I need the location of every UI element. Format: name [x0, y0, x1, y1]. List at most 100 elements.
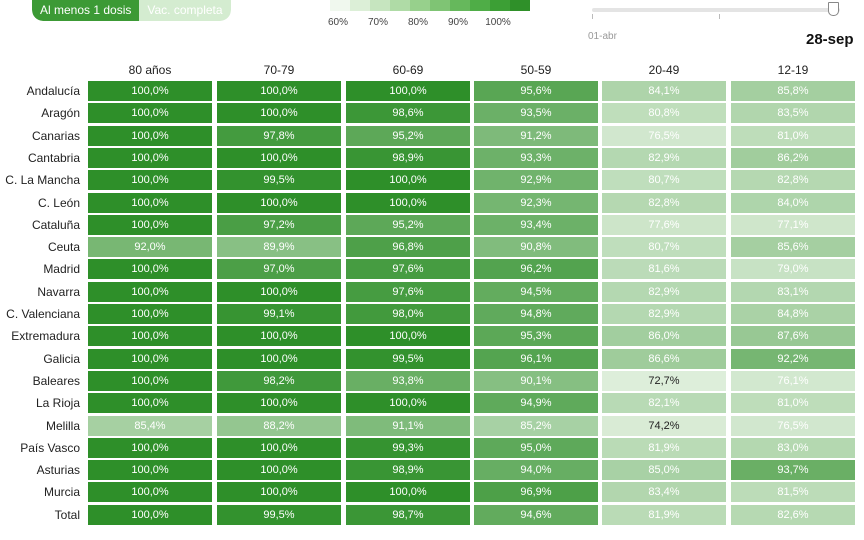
table-cell: 100,0% — [88, 326, 212, 347]
table-cell: 85,6% — [731, 237, 855, 258]
table-cell: 100,0% — [346, 81, 470, 101]
table-cell: 96,9% — [474, 482, 598, 503]
table-cell: 99,5% — [217, 170, 341, 191]
table-cell: 100,0% — [88, 304, 212, 324]
table-cell: 99,5% — [217, 504, 341, 525]
row-label: País Vasco — [20, 440, 80, 455]
table-cell: 100,0% — [346, 482, 470, 503]
legend-swatches — [330, 0, 530, 11]
table-cell: 100,0% — [88, 170, 212, 191]
table-cell: 95,2% — [346, 125, 470, 146]
row-label: Aragón — [41, 106, 80, 121]
toggle-first-dose[interactable]: Al menos 1 dosis — [32, 0, 140, 21]
toggle-full-vaccination[interactable]: Vac. completa — [139, 0, 231, 21]
row-label: Madrid — [43, 262, 80, 277]
table-cell: 86,0% — [602, 326, 726, 347]
legend-swatch — [510, 0, 530, 11]
legend-swatch — [490, 0, 510, 11]
table-cell: 100,0% — [88, 460, 212, 481]
table-cell: 100,0% — [217, 147, 341, 168]
table-cell: 94,0% — [474, 460, 598, 481]
row-label: Andalucía — [26, 84, 80, 98]
slider-track[interactable] — [592, 8, 840, 12]
table-cell: 90,8% — [474, 237, 598, 258]
table-cell: 80,7% — [602, 237, 726, 258]
legend-label: 100% — [485, 17, 511, 28]
table-cell: 96,2% — [474, 259, 598, 280]
row-label: Extremadura — [11, 329, 80, 344]
date-slider[interactable]: 01-abr 28-sep — [588, 0, 864, 50]
table-cell: 94,9% — [474, 393, 598, 414]
table-cell: 87,6% — [731, 326, 855, 347]
slider-tick — [719, 14, 720, 19]
column-header: 12-19 — [777, 63, 809, 77]
row-label: Melilla — [45, 418, 80, 433]
table-cell: 99,5% — [346, 348, 470, 369]
table-cell: 93,5% — [474, 103, 598, 124]
table-cell: 92,3% — [474, 192, 598, 213]
table-cell: 83,1% — [731, 281, 855, 302]
legend-swatch — [370, 0, 390, 11]
table-cell: 76,1% — [731, 370, 855, 391]
table-cell: 77,1% — [731, 214, 855, 235]
table-cell: 94,8% — [474, 304, 598, 324]
table-cell: 100,0% — [88, 81, 212, 101]
table-cell: 93,4% — [474, 214, 598, 235]
table-cell: 80,7% — [602, 170, 726, 191]
table-cell: 88,2% — [217, 415, 341, 436]
table-cell: 94,5% — [474, 281, 598, 302]
table-cell: 100,0% — [346, 326, 470, 347]
table-cell: 82,9% — [602, 147, 726, 168]
table-cell: 99,3% — [346, 437, 470, 458]
table-cell: 92,9% — [474, 170, 598, 191]
legend-label: 80% — [407, 17, 429, 28]
table-cell: 91,1% — [346, 415, 470, 436]
table-cell: 100,0% — [88, 370, 212, 391]
table-cell: 84,8% — [731, 304, 855, 324]
table-cell: 95,3% — [474, 326, 598, 347]
table-cell: 98,7% — [346, 504, 470, 525]
table-cell: 97,0% — [217, 259, 341, 280]
table-cell: 100,0% — [88, 393, 212, 414]
legend-swatch — [390, 0, 410, 11]
table-cell: 100,0% — [88, 437, 212, 458]
column-header: 50-59 — [520, 63, 552, 77]
table-cell: 76,5% — [602, 125, 726, 146]
table-cell: 86,2% — [731, 147, 855, 168]
table-cell: 100,0% — [217, 281, 341, 302]
legend-swatch — [410, 0, 430, 11]
table-cell: 100,0% — [217, 326, 341, 347]
table-cell: 84,0% — [731, 192, 855, 213]
table-cell: 92,2% — [731, 348, 855, 369]
dose-toggle: Al menos 1 dosis Vac. completa — [32, 0, 231, 21]
column-header: 70-79 — [263, 63, 295, 77]
column-header: 80 años — [128, 63, 172, 77]
table-cell: 79,0% — [731, 259, 855, 280]
slider-handle[interactable] — [828, 2, 839, 16]
legend-swatch — [330, 0, 350, 11]
table-cell: 85,0% — [602, 460, 726, 481]
table-cell: 100,0% — [217, 393, 341, 414]
table-cell: 82,8% — [602, 192, 726, 213]
row-label: Total — [54, 507, 80, 522]
table-cell: 83,0% — [731, 437, 855, 458]
row-label: Asturias — [36, 463, 80, 478]
table-cell: 89,9% — [217, 237, 341, 258]
legend-label: 70% — [367, 17, 389, 28]
table-cell: 97,6% — [346, 281, 470, 302]
table-cell: 98,0% — [346, 304, 470, 324]
table-cell: 98,9% — [346, 147, 470, 168]
table-cell: 95,2% — [346, 214, 470, 235]
table-cell: 100,0% — [88, 103, 212, 124]
table-cell: 96,8% — [346, 237, 470, 258]
table-cell: 82,1% — [602, 393, 726, 414]
table-cell: 85,4% — [88, 415, 212, 436]
table-cell: 81,6% — [602, 259, 726, 280]
row-label: Navarra — [37, 284, 80, 299]
table-cell: 90,1% — [474, 370, 598, 391]
legend-label: 90% — [447, 17, 469, 28]
table-cell: 98,9% — [346, 460, 470, 481]
table-cell: 97,6% — [346, 259, 470, 280]
table-cell: 92,0% — [88, 237, 212, 258]
slider-tick — [592, 14, 593, 19]
